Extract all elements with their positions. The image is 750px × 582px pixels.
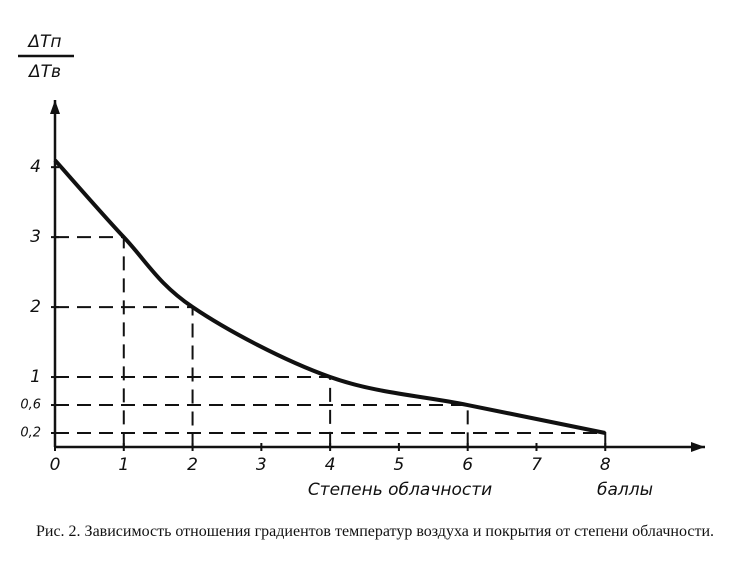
- x-unit: баллы: [597, 480, 653, 500]
- x-label: Степень облачности: [308, 480, 492, 500]
- guide-line: [55, 404, 469, 447]
- y-tick-label: 0,6: [20, 398, 41, 413]
- x-tick-label: 4: [325, 455, 336, 475]
- x-tick-label: 0: [50, 455, 61, 475]
- y-tick-label: 0,2: [20, 426, 41, 441]
- caption: Рис. 2. Зависимость отношения градиентов…: [35, 523, 715, 540]
- y-label-denominator: ΔTв: [27, 62, 61, 82]
- guide-line: [55, 432, 607, 447]
- curve: [53, 158, 606, 435]
- x-tick-label: 6: [462, 455, 473, 475]
- guide-line: [55, 236, 125, 447]
- x-tick-label: 5: [394, 455, 405, 475]
- x-tick-label: 3: [256, 455, 267, 475]
- y-arrow: [50, 100, 60, 114]
- y-tick-label: 4: [30, 157, 41, 177]
- y-tick-label: 3: [30, 227, 41, 247]
- x-tick-label: 2: [187, 455, 198, 475]
- x-arrow: [691, 442, 705, 452]
- x-tick-label: 8: [600, 455, 611, 475]
- y-tick-label: 2: [30, 297, 41, 317]
- x-tick-label: 7: [531, 455, 542, 475]
- x-tick-label: 1: [118, 455, 129, 475]
- y-tick-label: 1: [30, 367, 41, 387]
- y-label-numerator: ΔTп: [26, 32, 61, 52]
